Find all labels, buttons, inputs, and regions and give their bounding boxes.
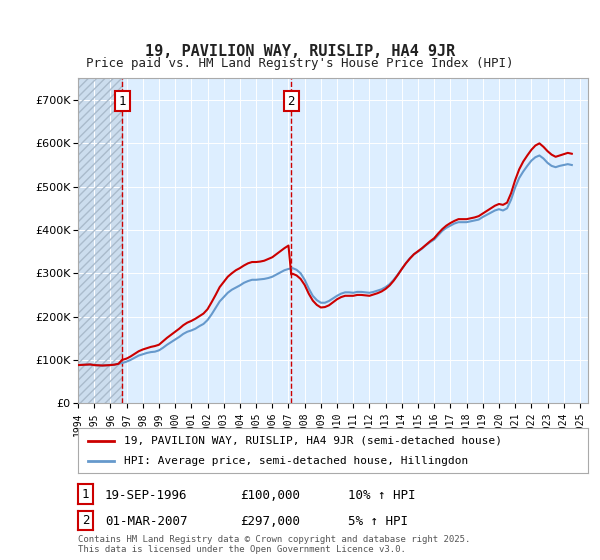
Bar [78, 78, 122, 403]
Text: 2: 2 [287, 95, 295, 108]
Text: Contains HM Land Registry data © Crown copyright and database right 2025.
This d: Contains HM Land Registry data © Crown c… [78, 535, 470, 554]
Bar [78, 78, 122, 403]
Text: 19-SEP-1996: 19-SEP-1996 [105, 489, 187, 502]
Text: 5% ↑ HPI: 5% ↑ HPI [348, 515, 408, 529]
Text: £100,000: £100,000 [240, 489, 300, 502]
Text: 10% ↑ HPI: 10% ↑ HPI [348, 489, 415, 502]
Text: 01-MAR-2007: 01-MAR-2007 [105, 515, 187, 529]
Text: 1: 1 [82, 488, 89, 501]
Text: Price paid vs. HM Land Registry's House Price Index (HPI): Price paid vs. HM Land Registry's House … [86, 57, 514, 70]
Text: 1: 1 [118, 95, 126, 108]
Text: HPI: Average price, semi-detached house, Hillingdon: HPI: Average price, semi-detached house,… [124, 456, 468, 466]
Text: 19, PAVILION WAY, RUISLIP, HA4 9JR (semi-detached house): 19, PAVILION WAY, RUISLIP, HA4 9JR (semi… [124, 436, 502, 446]
Text: £297,000: £297,000 [240, 515, 300, 529]
Text: 19, PAVILION WAY, RUISLIP, HA4 9JR: 19, PAVILION WAY, RUISLIP, HA4 9JR [145, 44, 455, 59]
Text: 2: 2 [82, 514, 89, 527]
